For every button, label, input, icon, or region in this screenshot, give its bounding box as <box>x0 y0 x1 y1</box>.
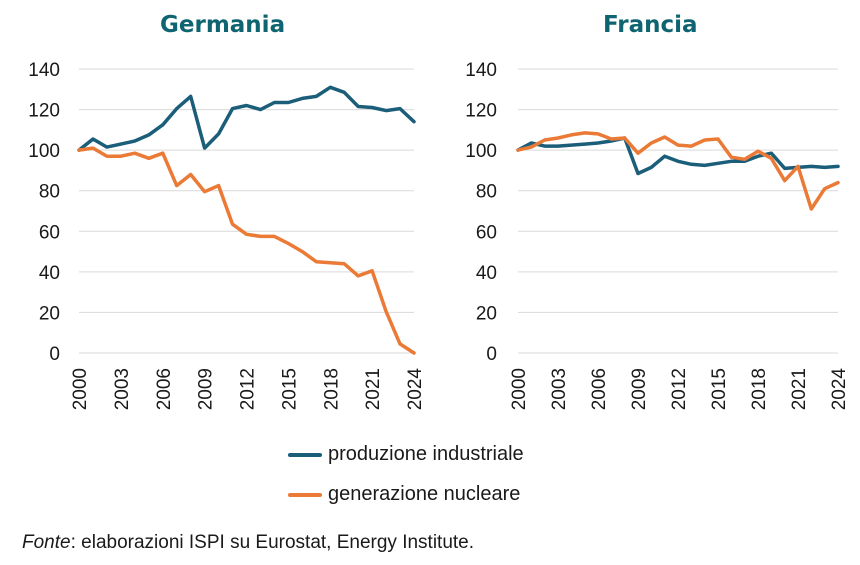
francia-x-tick-label: 2018 <box>749 368 770 410</box>
francia-y-tick-label: 60 <box>476 222 497 243</box>
francia-x-tick-label: 2015 <box>709 368 730 410</box>
francia-x-tick-label: 2000 <box>509 368 530 410</box>
francia-x-tick-label: 2009 <box>629 368 650 410</box>
germania-x-tick-label: 2012 <box>238 368 259 410</box>
germania-y-tick-label: 60 <box>39 222 60 243</box>
germania-series-nuclear-line <box>77 146 416 355</box>
legend-swatch-industrial <box>288 452 322 457</box>
germania-y-tick-label: 120 <box>28 101 60 122</box>
francia-x-tick-label: 2021 <box>789 368 810 410</box>
source-label: Fonte <box>22 532 71 553</box>
legend-label-nuclear: generazione nucleare <box>328 483 521 505</box>
source-text: : elaborazioni ISPI su Eurostat, Energy … <box>70 532 475 553</box>
francia-y-tick-label: 80 <box>476 182 497 203</box>
germania-x-tick-label: 2018 <box>321 368 342 410</box>
legend-swatch-nuclear <box>288 492 322 497</box>
germania-x-tick-label: 2000 <box>70 368 91 410</box>
francia-y-tick-label: 40 <box>476 263 497 284</box>
germania-x-tick-label: 2021 <box>363 368 384 410</box>
legend-label-industrial: produzione industriale <box>328 443 524 465</box>
francia-y-tick-label: 120 <box>465 101 497 122</box>
germania-x-tick-label: 2024 <box>405 368 426 411</box>
francia-x-tick-label: 2012 <box>669 368 690 410</box>
germania-series-industrial-line <box>77 85 416 152</box>
germania-y-tick-label: 100 <box>28 141 60 162</box>
francia-y-tick-label: 100 <box>465 141 497 162</box>
legend-item-nuclear: generazione nucleare <box>288 483 520 506</box>
germania-x-tick-label: 2003 <box>112 368 133 410</box>
chart-title-francia: Francia <box>603 12 698 38</box>
germania-x-tick-label: 2006 <box>154 368 175 410</box>
legend-item-industrial: produzione industriale <box>288 443 524 466</box>
francia-x-tick-label: 2024 <box>829 368 850 411</box>
germania-x-tick-label: 2015 <box>279 368 300 410</box>
germania-y-tick-label: 0 <box>49 344 60 365</box>
francia-y-tick-label: 0 <box>486 344 497 365</box>
francia-x-tick-label: 2003 <box>549 368 570 410</box>
germania-y-tick-label: 80 <box>39 182 60 203</box>
source-note: Fonte: elaborazioni ISPI su Eurostat, En… <box>22 532 474 554</box>
francia-y-tick-label: 140 <box>465 60 497 81</box>
germania-x-tick-label: 2009 <box>196 368 217 410</box>
germania-y-tick-label: 40 <box>39 263 60 284</box>
chart-title-germania: Germania <box>160 12 286 38</box>
germania-y-tick-label: 140 <box>28 60 60 81</box>
francia-series-industrial-line <box>516 136 840 176</box>
francia-series-nuclear-line <box>516 131 840 211</box>
germania-y-tick-label: 20 <box>39 303 60 324</box>
francia-y-tick-label: 20 <box>476 303 497 324</box>
francia-x-tick-label: 2006 <box>589 368 610 410</box>
